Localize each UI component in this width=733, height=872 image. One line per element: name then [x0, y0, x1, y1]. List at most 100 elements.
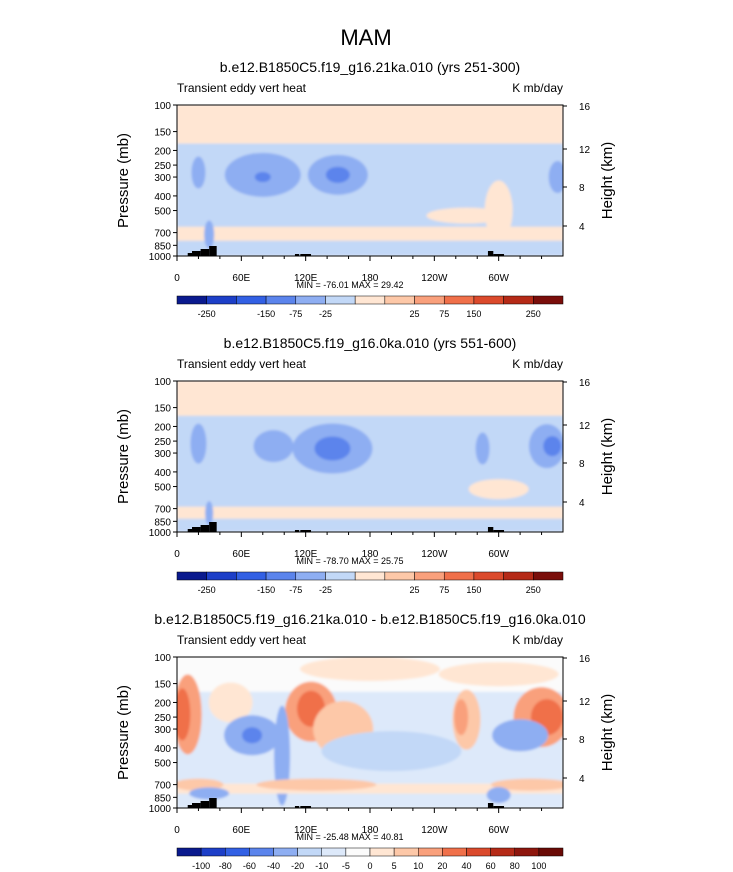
chart-panel-2: b.e12.B1850C5.f19_g16.0ka.010 (yrs 551-6… [115, 335, 616, 595]
colorbar-cell [321, 847, 347, 857]
topography [187, 805, 193, 808]
colorbar-label: -100 [192, 861, 210, 871]
colorbar-label: 250 [526, 585, 541, 595]
colorbar-cell [354, 571, 386, 581]
colorbar-cell [414, 571, 445, 581]
x-tick-label: 0 [174, 549, 180, 560]
colorbar-label: -75 [289, 585, 302, 595]
y-tick-label: 400 [154, 744, 171, 755]
colorbar-cell [176, 295, 207, 305]
topography [487, 251, 494, 256]
height-tick-label: 8 [579, 183, 585, 194]
colorbar-cell [538, 847, 564, 857]
colorbar-label: 25 [410, 585, 420, 595]
topography [192, 251, 201, 256]
topography [209, 246, 217, 256]
panel-left-label: Transient eddy vert heat [177, 357, 307, 371]
topography [187, 253, 193, 256]
colorbar-label: -150 [257, 309, 275, 319]
colorbar-label: 75 [439, 585, 449, 595]
colorbar-cell [490, 847, 515, 857]
y-tick-label: 250 [154, 161, 171, 172]
topography [209, 798, 217, 808]
y-tick-label: 850 [154, 241, 171, 252]
colorbar-cell [503, 295, 534, 305]
panel-title: b.e12.B1850C5.f19_g16.21ka.010 (yrs 251-… [220, 59, 520, 75]
height-tick-label: 8 [579, 459, 585, 470]
y-axis-label: Pressure (mb) [115, 133, 132, 228]
colorbar-cell [442, 847, 467, 857]
colorbar-cell [295, 571, 326, 581]
topography [294, 254, 300, 256]
colorbar-cell [325, 295, 356, 305]
colorbar-cell [325, 571, 356, 581]
x-tick-label: 60W [488, 825, 509, 836]
y-tick-label: 250 [154, 713, 171, 724]
y-tick-label: 700 [154, 229, 171, 240]
x-tick-label: 60E [232, 549, 250, 560]
colorbar-cell [200, 847, 226, 857]
colorbar-cell [295, 295, 326, 305]
colorbar-cell [473, 295, 504, 305]
x-tick-label: 120W [421, 549, 448, 560]
height-tick-label: 12 [579, 421, 591, 432]
panel-left-label: Transient eddy vert heat [177, 81, 307, 95]
height-tick-label: 16 [579, 654, 591, 665]
x-tick-label: 60W [488, 273, 509, 284]
chart-panel-1: b.e12.B1850C5.f19_g16.21ka.010 (yrs 251-… [115, 59, 616, 319]
colorbar-cell [236, 295, 267, 305]
colorbar-cell [176, 847, 202, 857]
colorbar-label: 150 [466, 585, 481, 595]
colorbar-cell [236, 571, 267, 581]
colorbar-cell [206, 295, 237, 305]
colorbar-cell [514, 847, 540, 857]
colorbar-cell [466, 847, 491, 857]
colorbar-cell [503, 571, 534, 581]
colorbar-label: 75 [439, 309, 449, 319]
colorbar-label: 40 [461, 861, 471, 871]
colorbar-label: -250 [198, 585, 216, 595]
x-tick-label: 180 [362, 549, 379, 560]
y-axis-label: Pressure (mb) [115, 409, 132, 504]
topography [487, 527, 494, 532]
y-tick-label: 200 [154, 146, 171, 157]
y-axis-label: Pressure (mb) [115, 685, 132, 780]
colorbar-label: -250 [198, 309, 216, 319]
height-tick-label: 12 [579, 697, 591, 708]
colorbar-label: 20 [437, 861, 447, 871]
colorbar-cell [354, 295, 386, 305]
colorbar-cell [265, 295, 297, 305]
height-tick-label: 16 [579, 378, 591, 389]
colorbar-label: 0 [367, 861, 372, 871]
figure-title: MAM [340, 25, 391, 50]
colorbar-cell [273, 847, 298, 857]
height-tick-label: 12 [579, 145, 591, 156]
panel-right-label: K mb/day [512, 633, 563, 647]
topography [192, 803, 201, 808]
colorbar-cell [369, 847, 395, 857]
y-tick-label: 100 [154, 653, 171, 664]
panel-right-label: K mb/day [512, 357, 563, 371]
contour-field [177, 657, 563, 808]
y-tick-label: 400 [154, 468, 171, 479]
x-tick-label: 180 [362, 825, 379, 836]
topography [300, 254, 312, 256]
y-tick-label: 1000 [149, 252, 172, 263]
panel-right-label: K mb/day [512, 81, 563, 95]
y-tick-label: 1000 [149, 528, 172, 539]
colorbar-label: -20 [291, 861, 304, 871]
x-tick-label: 120W [421, 825, 448, 836]
colorbar-cell [533, 295, 564, 305]
colorbar-cell [206, 571, 237, 581]
contour-field [177, 105, 563, 256]
chart-panel-3: b.e12.B1850C5.f19_g16.21ka.010 - b.e12.B… [115, 611, 616, 871]
colorbar-cell [443, 295, 475, 305]
topography [200, 249, 210, 256]
topography [294, 806, 300, 808]
x-tick-label: 0 [174, 825, 180, 836]
colorbar-label: 100 [531, 861, 546, 871]
colorbar-label: -80 [219, 861, 232, 871]
colorbar-cell [297, 847, 322, 857]
min-max-stats: MIN = -25.48 MAX = 40.81 [296, 832, 403, 842]
